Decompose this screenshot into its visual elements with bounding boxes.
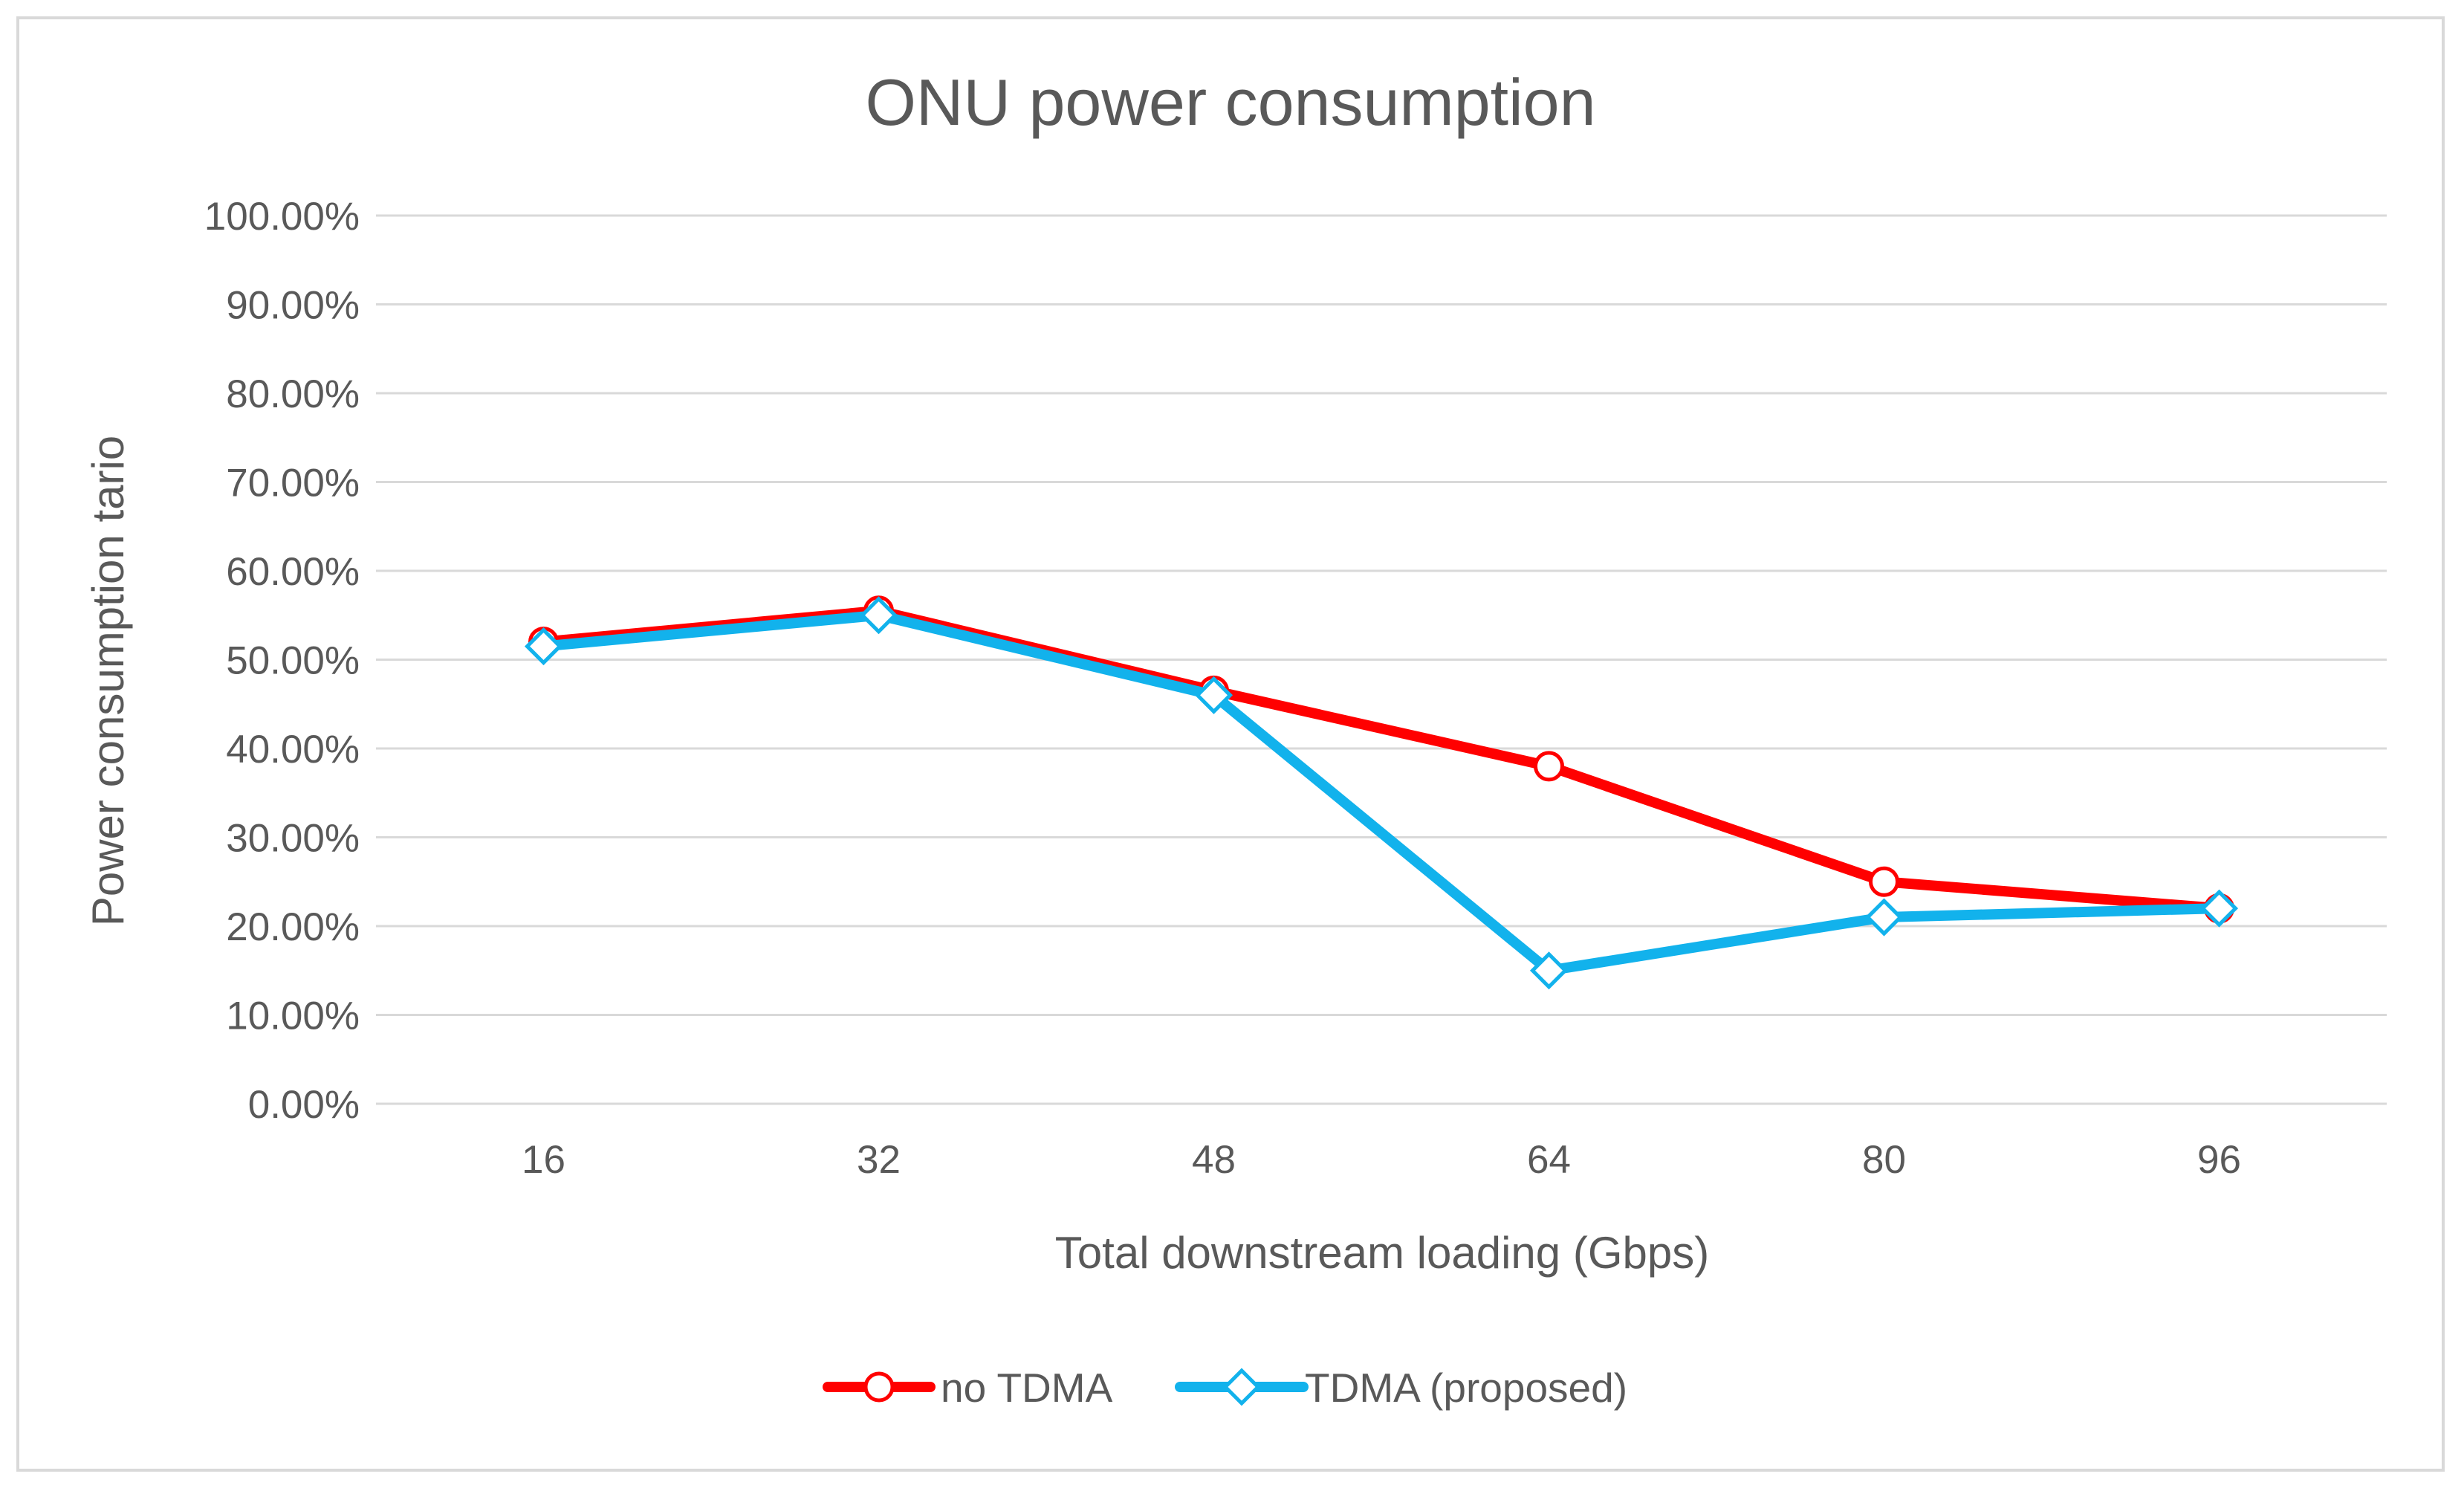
chart-frame: ONU power consumption 0.00% 10.00% 20.00% 3…: [16, 16, 2445, 1472]
legend-label: TDMA (proposed): [1305, 1365, 1627, 1411]
y-tick-label: 30.00%: [226, 817, 360, 861]
y-tick-label: 60.00%: [226, 550, 360, 594]
y-tick-label: 100.00%: [204, 195, 360, 239]
x-tick-label: 80: [1862, 1138, 1906, 1182]
data-point: [1534, 751, 1564, 782]
y-tick-label: 50.00%: [226, 639, 360, 683]
y-tick-label: 0.00%: [248, 1083, 360, 1127]
data-point: [1869, 866, 1899, 897]
x-axis-title: Total downstream loading (Gbps): [1055, 1228, 1709, 1278]
data-point: [2199, 889, 2239, 928]
series-line: [538, 605, 2225, 914]
x-tick-label: 48: [1192, 1138, 1236, 1182]
gridlines: [376, 214, 2387, 1105]
x-tick-label: 64: [1527, 1138, 1571, 1182]
y-axis-tick-labels: 0.00% 10.00% 20.00% 30.00% 40.00% 50.00% 60.00…: [204, 195, 360, 1127]
legend-label: no TDMA: [941, 1365, 1113, 1411]
y-tick-label: 70.00%: [226, 462, 360, 505]
legend-marker: [1222, 1368, 1261, 1406]
y-tick-label: 40.00%: [226, 728, 360, 772]
legend-item: TDMA (proposed): [1175, 1365, 1627, 1411]
chart-title: ONU power consumption: [865, 65, 1595, 139]
x-tick-label: 16: [522, 1138, 565, 1182]
data-point: [1529, 951, 1569, 990]
data-point: [524, 627, 563, 666]
y-tick-label: 10.00%: [226, 994, 360, 1038]
series-line: [538, 609, 2225, 976]
y-tick-label: 80.00%: [226, 372, 360, 416]
data-point: [1864, 898, 1904, 937]
series-layer: [524, 595, 2239, 990]
data-point: [859, 596, 898, 635]
legend-marker: [863, 1371, 895, 1403]
chart-svg: ONU power consumption 0.00% 10.00% 20.00% 3…: [83, 65, 2387, 1411]
y-tick-label: 20.00%: [226, 905, 360, 949]
series-tdma-proposed: [524, 596, 2239, 990]
series-no-tdma: [528, 595, 2234, 924]
legend: no TDMA TDMA (proposed): [823, 1365, 1627, 1411]
data-point: [1194, 676, 1233, 714]
y-axis-title: Power consumption tario: [83, 436, 133, 926]
y-tick-label: 90.00%: [226, 284, 360, 328]
x-tick-label: 32: [857, 1138, 901, 1182]
x-axis-tick-labels: 16 32 48 64 80 96: [522, 1138, 2241, 1182]
x-tick-label: 96: [2197, 1138, 2241, 1182]
legend-item: no TDMA: [823, 1365, 1113, 1411]
